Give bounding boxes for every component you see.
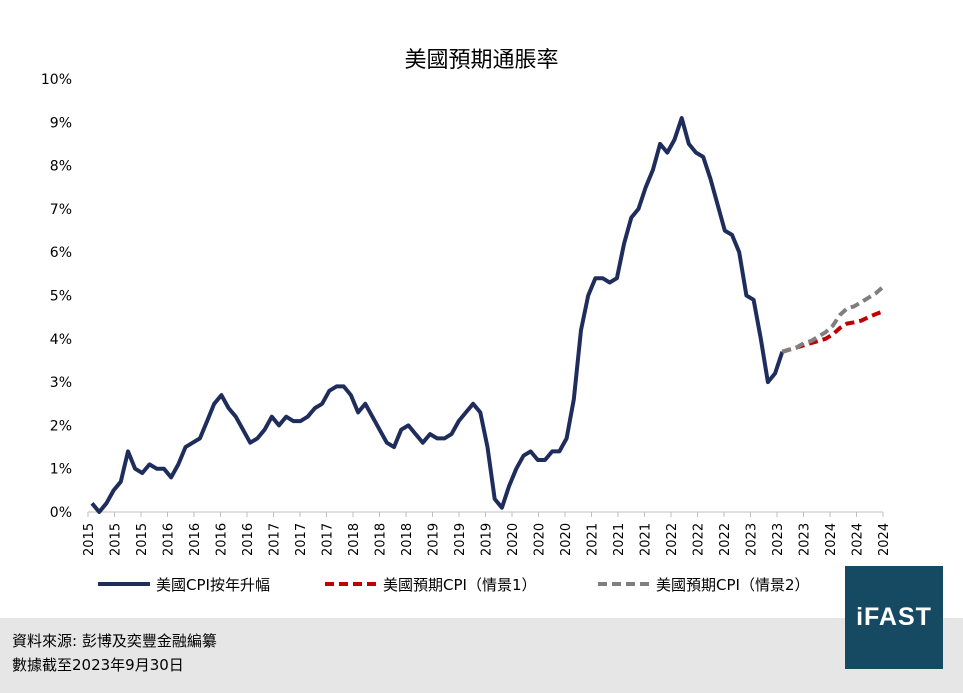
series-line-1 <box>90 116 785 514</box>
x-tick-label: 2015 <box>135 523 150 556</box>
x-tick-label: 2017 <box>294 523 309 556</box>
x-tick-label: 2016 <box>162 523 177 556</box>
y-tick-label: 4% <box>50 332 72 348</box>
y-tick-label: 2% <box>50 418 72 434</box>
chart-title: 美國預期通脹率 <box>404 48 559 73</box>
x-tick-label: 2017 <box>321 523 336 556</box>
y-tick-label: 0% <box>50 505 72 521</box>
x-tick-label: 2015 <box>109 523 124 556</box>
chart-plot: 0% 1% 2% 3% 4% 5% 6% 7% 8% 9% 10% 2015 2015 2015 2016… <box>41 72 892 594</box>
x-tick-label: 2020 <box>506 523 521 556</box>
x-tick-label: 2019 <box>480 523 495 556</box>
x-tick-label: 2024 <box>824 523 839 556</box>
x-tick-label: 2018 <box>400 523 415 556</box>
y-tick-label: 8% <box>50 159 72 175</box>
x-tick-label: 2023 <box>745 523 760 556</box>
x-tick-label: 2016 <box>215 523 230 556</box>
x-tick-label: 2021 <box>639 523 654 556</box>
source-note: 資料來源: 彭博及奕豐金融編纂 <box>12 632 217 650</box>
x-tick-label: 2016 <box>188 523 203 556</box>
x-tick-label: 2020 <box>533 523 548 556</box>
legend-label-2: 美國預期CPI（情景1） <box>383 576 537 594</box>
x-tick-label: 2019 <box>427 523 442 556</box>
y-tick-label: 1% <box>50 462 72 478</box>
x-tick-label: 2019 <box>453 523 468 556</box>
x-tick-label: 2021 <box>612 523 627 556</box>
x-tick-label: 2021 <box>586 523 601 556</box>
x-tick-label: 2016 <box>241 523 256 556</box>
legend-label-3: 美國預期CPI（情景2） <box>656 576 810 594</box>
x-tick-label: 2024 <box>877 523 892 556</box>
x-tick-label: 2024 <box>851 523 866 556</box>
y-axis: 0% 1% 2% 3% 4% 5% 6% 7% 8% 9% 10% <box>41 72 72 521</box>
x-tick-label: 2023 <box>798 523 813 556</box>
y-tick-label: 5% <box>50 289 72 305</box>
y-tick-label: 6% <box>50 245 72 261</box>
series-line-3 <box>781 285 885 354</box>
date-note: 數據截至2023年9月30日 <box>12 656 184 674</box>
x-tick-label: 2023 <box>771 523 786 556</box>
x-tick-label: 2015 <box>82 523 97 556</box>
x-tick-label: 2022 <box>665 523 680 556</box>
y-tick-label: 9% <box>50 115 72 131</box>
y-tick-label: 10% <box>41 72 72 88</box>
x-tick-label: 2020 <box>559 523 574 556</box>
x-tick-label: 2017 <box>268 523 283 556</box>
x-tick-label: 2022 <box>718 523 733 556</box>
legend-label-1: 美國CPI按年升幅 <box>156 576 270 594</box>
x-axis: 2015 2015 2015 2016 2016 2016 2016 2017 2017 2017… <box>82 511 892 556</box>
x-tick-label: 2018 <box>347 523 362 556</box>
logo-text: iFAST <box>856 603 932 631</box>
y-tick-label: 3% <box>50 375 72 391</box>
x-tick-label: 2018 <box>374 523 389 556</box>
series-layer <box>90 116 885 514</box>
ifast-logo: iFAST <box>845 566 943 669</box>
footer: 資料來源: 彭博及奕豐金融編纂 數據截至2023年9月30日 <box>0 618 963 693</box>
x-tick-label: 2022 <box>692 523 707 556</box>
y-tick-label: 7% <box>50 202 72 218</box>
legend: 美國CPI按年升幅 美國預期CPI（情景1） 美國預期CPI（情景2） <box>98 576 810 594</box>
